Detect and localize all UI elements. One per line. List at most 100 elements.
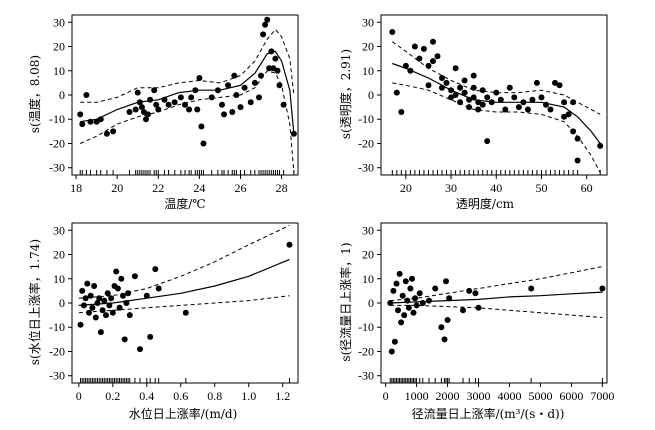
chart-2-point (416, 55, 423, 62)
chart-2-point (565, 111, 572, 118)
chart-2-ytick-label: 0 (368, 88, 374, 102)
chart-1-point (83, 92, 90, 98)
chart-4-xtick-label: 2000 (436, 389, 460, 403)
chart-4-point (419, 300, 426, 306)
chart-2-point (506, 84, 513, 91)
chart-4-ci-upper (390, 266, 603, 302)
chart-3-point (99, 307, 106, 314)
chart-1-point (188, 94, 195, 101)
chart-4-point (402, 278, 409, 285)
chart-2-ci-upper (392, 41, 601, 115)
chart-1-point (274, 67, 281, 74)
chart-2-point (402, 62, 409, 69)
chart-1-ytick-label: 30 (53, 15, 65, 29)
chart-2-point (425, 82, 432, 89)
chart-3-xtick-label: 0.2 (105, 389, 120, 403)
chart-4-point (528, 285, 535, 292)
chart-2-point (461, 77, 468, 84)
chart-1-point (194, 106, 201, 113)
chart-3-point (80, 302, 87, 309)
chart-1-point (221, 111, 227, 118)
chart-1-point (77, 111, 84, 118)
chart-3-point (109, 309, 116, 316)
chart-1-point (256, 94, 262, 101)
chart-4-xtick-label: 1000 (405, 389, 429, 403)
chart-1-point (134, 89, 141, 96)
chart-4-point (426, 297, 432, 304)
chart-1-ci-lower (79, 70, 295, 173)
chart-1-point (225, 82, 232, 89)
chart-1-point (272, 55, 279, 62)
chart-3-point (121, 336, 128, 343)
chart-2-point (538, 94, 545, 101)
chart-3-ytick-label: -30 (49, 369, 65, 383)
chart-1-xtick-label: 20 (111, 181, 123, 195)
chart-3-xtick-label: 1.2 (275, 389, 290, 403)
chart-4-xtick-label: 5000 (528, 389, 552, 403)
chart-2-xlabel: 透明度/cm (456, 196, 515, 211)
chart-3-point (104, 290, 111, 297)
chart-1-ytick-label: -10 (49, 112, 65, 126)
chart-1-point (177, 94, 184, 101)
chart-4-point (391, 338, 398, 345)
chart-4-point (438, 324, 445, 331)
chart-3-point (108, 295, 115, 302)
chart-1-point (231, 72, 238, 79)
chart-2-point (470, 94, 477, 101)
chart-2-ytick-label: 20 (362, 40, 374, 54)
chart-1-point (165, 101, 172, 108)
chart-3-point (126, 312, 133, 319)
chart-4-xlabel: 径流量日上涨率/(m³/(s・d)) (412, 406, 565, 421)
chart-3-xtick-label: 0.6 (173, 389, 188, 403)
chart-4-point (398, 319, 405, 326)
chart-1-point (161, 96, 168, 103)
chart-1-xlabel: 温度/℃ (164, 196, 205, 211)
chart-2-point (484, 138, 491, 145)
chart-2-point (439, 84, 445, 91)
chart-1-ytick-label: 10 (53, 64, 65, 78)
chart-4-ci-lower (390, 304, 603, 318)
chart-2-point (502, 106, 509, 113)
chart-4-ytick-label: 0 (368, 296, 374, 310)
chart-4-xtick-label: 3000 (467, 389, 491, 403)
chart-3-point (94, 300, 101, 306)
chart-1-point (151, 87, 158, 94)
chart-2-point (470, 72, 477, 79)
chart-4-ytick-label: 10 (362, 272, 374, 286)
chart-3-point (77, 321, 84, 328)
chart-2-point (561, 113, 568, 120)
chart-3-point (97, 329, 104, 336)
chart-1-point (138, 104, 145, 111)
chart-1-ytick-label: -20 (49, 136, 65, 150)
chart-2-ytick-label: 30 (362, 15, 374, 29)
chart-3-point (152, 266, 159, 273)
chart-2-point (425, 62, 432, 69)
chart-3-point (131, 273, 138, 280)
chart-2-point (470, 84, 477, 91)
chart-1-point (208, 94, 215, 101)
chart-1-point (103, 130, 110, 137)
chart-1-point (290, 130, 297, 137)
chart-3-point (118, 275, 125, 282)
chart-3-ytick-label: 10 (53, 272, 65, 286)
chart-2-point (556, 82, 563, 89)
chart-2-point (434, 53, 441, 60)
chart-1-point (196, 75, 203, 81)
chart-1-ytick-label: 20 (53, 40, 65, 54)
chart-4-xtick-label: 4000 (497, 389, 521, 403)
chart-3-point (101, 297, 108, 304)
chart-3-point (147, 333, 154, 340)
chart-3-point (113, 268, 120, 275)
chart-4-point (387, 300, 394, 306)
chart-1-ci-upper (80, 28, 295, 103)
chart-2-xtick-label: 30 (445, 181, 457, 195)
chart-3-point (86, 309, 92, 316)
chart-2-point (574, 157, 581, 164)
chart-1-point (219, 101, 225, 108)
chart-2-point (479, 101, 486, 108)
chart-1-point (182, 101, 188, 108)
chart-3-point (103, 312, 109, 319)
chart-3-ytick-label: -10 (49, 320, 65, 334)
chart-4-point (446, 295, 453, 302)
